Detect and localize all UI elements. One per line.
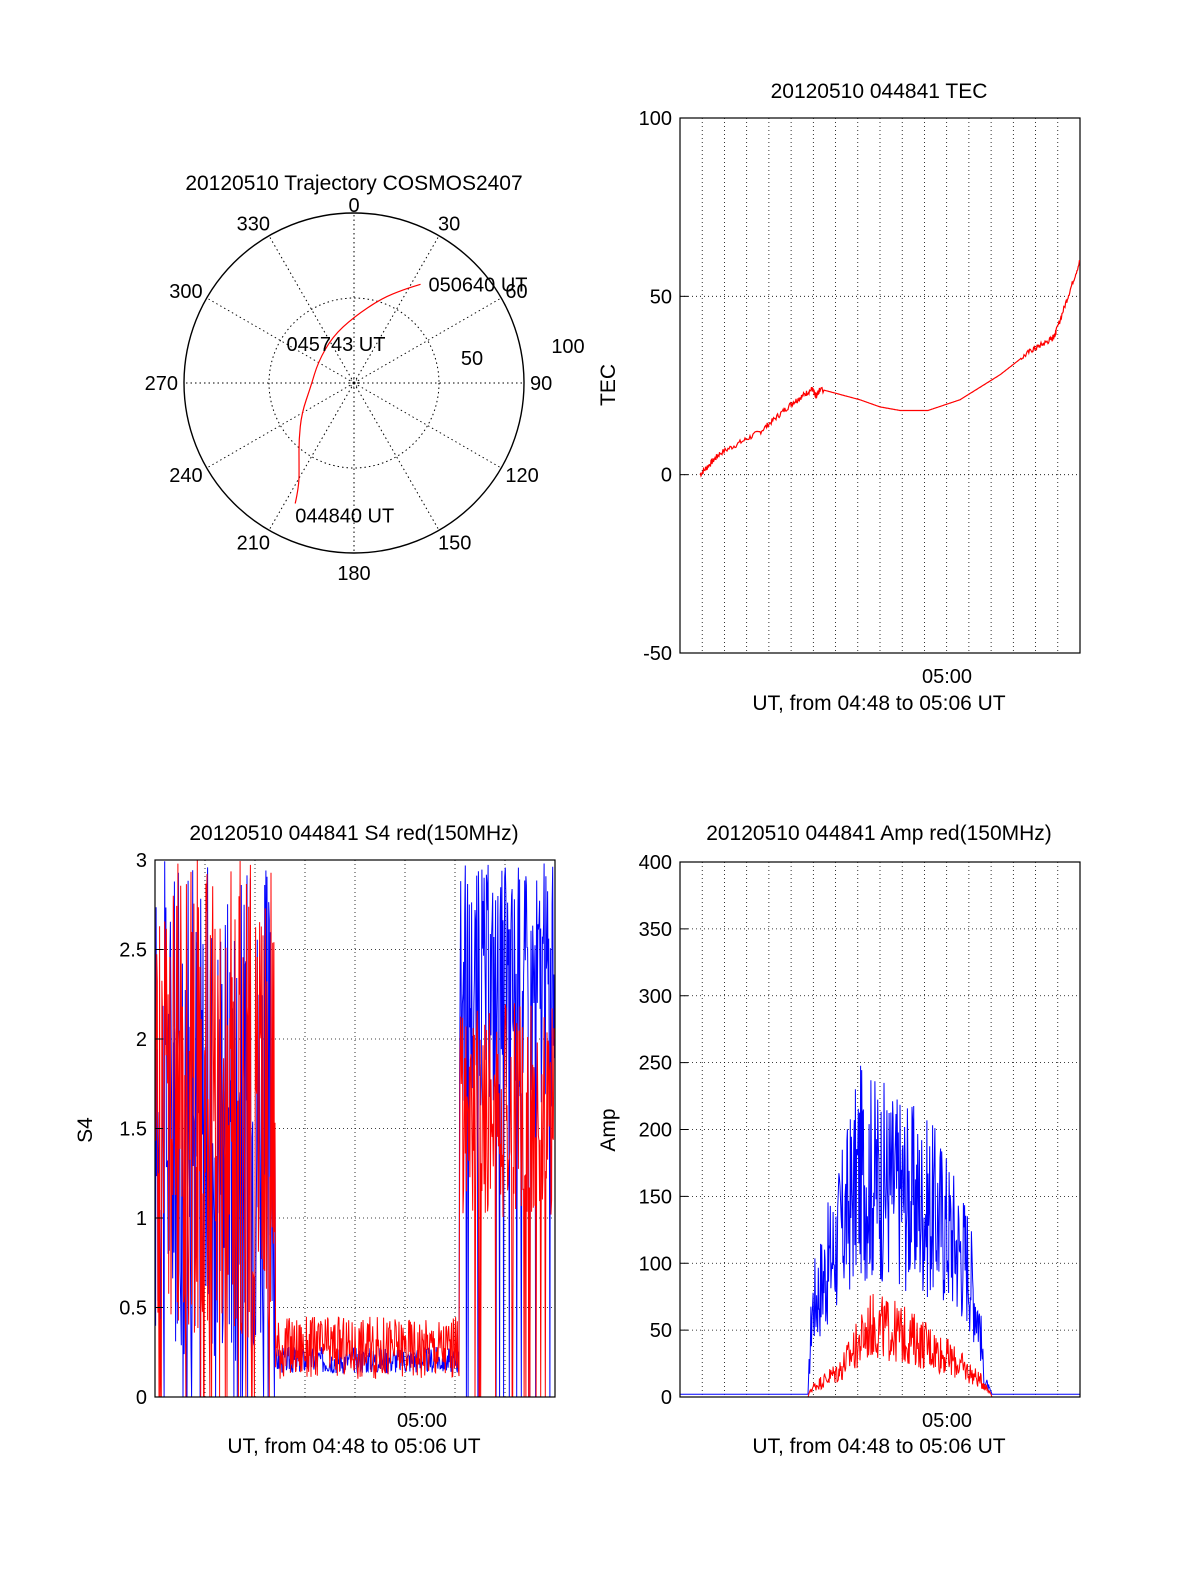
y-tick-label: 350: [639, 919, 672, 941]
y-tick-label: 50: [650, 286, 672, 308]
series-line-red: [680, 1293, 1080, 1398]
tec-series-red: [699, 259, 1081, 478]
polar-spoke: [353, 235, 440, 384]
polar-azimuth-label: 330: [237, 214, 270, 236]
polar-time-annotation: 045743 UT: [287, 334, 386, 356]
polar-mid-ring: [268, 297, 440, 469]
y-tick-label: 2: [136, 1029, 147, 1051]
y-tick-label: 100: [639, 1253, 672, 1275]
y-tick-label: -50: [643, 643, 672, 665]
y-tick-label: 250: [639, 1053, 672, 1075]
y-tick-label: 0: [136, 1387, 147, 1409]
tec-chart: 20120510 044841 TEC -50 0 50 100 05:00 UT, …: [597, 80, 1081, 715]
tec-x-tick-label: 05:00: [922, 666, 972, 688]
s4-title: 20120510 044841 S4 red(150MHz): [189, 822, 518, 845]
polar-azimuth-label: 90: [530, 373, 552, 395]
y-tick-label: 1: [136, 1208, 147, 1230]
y-tick-label: 2.5: [119, 940, 147, 962]
polar-azimuth-label: 60: [505, 281, 527, 303]
polar-grid: [183, 212, 525, 554]
s4-series: [154, 860, 556, 1398]
amp-series: [680, 1065, 1080, 1398]
polar-azimuth-labels: 0 30 60 90 120 150 180 210 240 270 300 330 50 100: [145, 195, 585, 585]
polar-azimuth-label: 240: [169, 465, 202, 487]
series-line-red: [154, 860, 556, 1398]
y-tick-label: 100: [639, 108, 672, 130]
s4-x-tick-label: 05:00: [397, 1410, 447, 1432]
polar-azimuth-label: 0: [348, 195, 359, 217]
amp-ylabel: Amp: [597, 1108, 620, 1151]
polar-spoke: [206, 382, 355, 469]
polar-radial-label: 50: [461, 348, 483, 370]
tec-grid: [680, 118, 1080, 653]
polar-azimuth-label: 150: [438, 532, 471, 554]
polar-spoke: [353, 382, 440, 531]
tec-y-ticks: -50 0 50 100: [639, 108, 688, 665]
polar-title: 20120510 Trajectory COSMOS2407: [185, 172, 522, 195]
amp-title: 20120510 044841 Amp red(150MHz): [706, 822, 1052, 845]
tec-title: 20120510 044841 TEC: [771, 80, 988, 103]
polar-radial-label: 100: [551, 336, 584, 358]
polar-azimuth-label: 180: [337, 563, 370, 585]
polar-spoke: [353, 382, 502, 469]
s4-chart: 20120510 044841 S4 red(150MHz) 0 0.5 1 1.5 2…: [74, 822, 556, 1458]
y-tick-label: 150: [639, 1186, 672, 1208]
y-tick-label: 3: [136, 850, 147, 872]
polar-azimuth-label: 210: [237, 532, 270, 554]
amp-chart: 20120510 044841 Amp red(150MHz) 0 50 100 15…: [597, 822, 1081, 1458]
y-tick-label: 1.5: [119, 1119, 147, 1141]
s4-y-ticks: 0 0.5 1 1.5 2 2.5 3: [119, 850, 163, 1409]
polar-annotations: 044840 UT 045743 UT 050640 UT: [287, 274, 528, 527]
amp-xlabel: UT, from 04:48 to 05:06 UT: [752, 1435, 1005, 1458]
s4-xlabel: UT, from 04:48 to 05:06 UT: [227, 1435, 480, 1458]
polar-spoke: [206, 297, 355, 384]
polar-time-annotation: 050640 UT: [429, 274, 528, 296]
y-tick-label: 0: [661, 465, 672, 487]
polar-chart: 20120510 Trajectory COSMOS2407 0 30 60 90 12…: [145, 172, 585, 585]
y-tick-label: 0.5: [119, 1298, 147, 1320]
y-tick-label: 400: [639, 852, 672, 874]
polar-center-ring: [349, 378, 359, 388]
y-tick-label: 300: [639, 986, 672, 1008]
s4-ylabel: S4: [74, 1117, 97, 1143]
amp-x-tick-label: 05:00: [922, 1410, 972, 1432]
series-line-blue: [680, 1065, 1080, 1395]
polar-azimuth-label: 30: [438, 214, 460, 236]
tec-plot-frame: [679, 117, 1081, 654]
tec-ylabel: TEC: [597, 364, 620, 406]
amp-y-ticks: 0 50 100 150 200 250 300 350 400: [639, 852, 688, 1409]
y-tick-label: 200: [639, 1120, 672, 1142]
polar-trajectory-line: [294, 283, 421, 504]
polar-spoke: [268, 235, 355, 384]
polar-spoke: [268, 382, 355, 531]
polar-azimuth-label: 270: [145, 373, 178, 395]
polar-spoke: [353, 297, 502, 384]
y-tick-label: 0: [661, 1387, 672, 1409]
polar-azimuth-label: 300: [169, 281, 202, 303]
polar-outer-ring: [183, 212, 525, 554]
polar-time-annotation: 044840 UT: [295, 506, 394, 528]
polar-azimuth-label: 120: [505, 465, 538, 487]
tec-xlabel: UT, from 04:48 to 05:06 UT: [752, 692, 1005, 715]
y-tick-label: 50: [650, 1320, 672, 1342]
